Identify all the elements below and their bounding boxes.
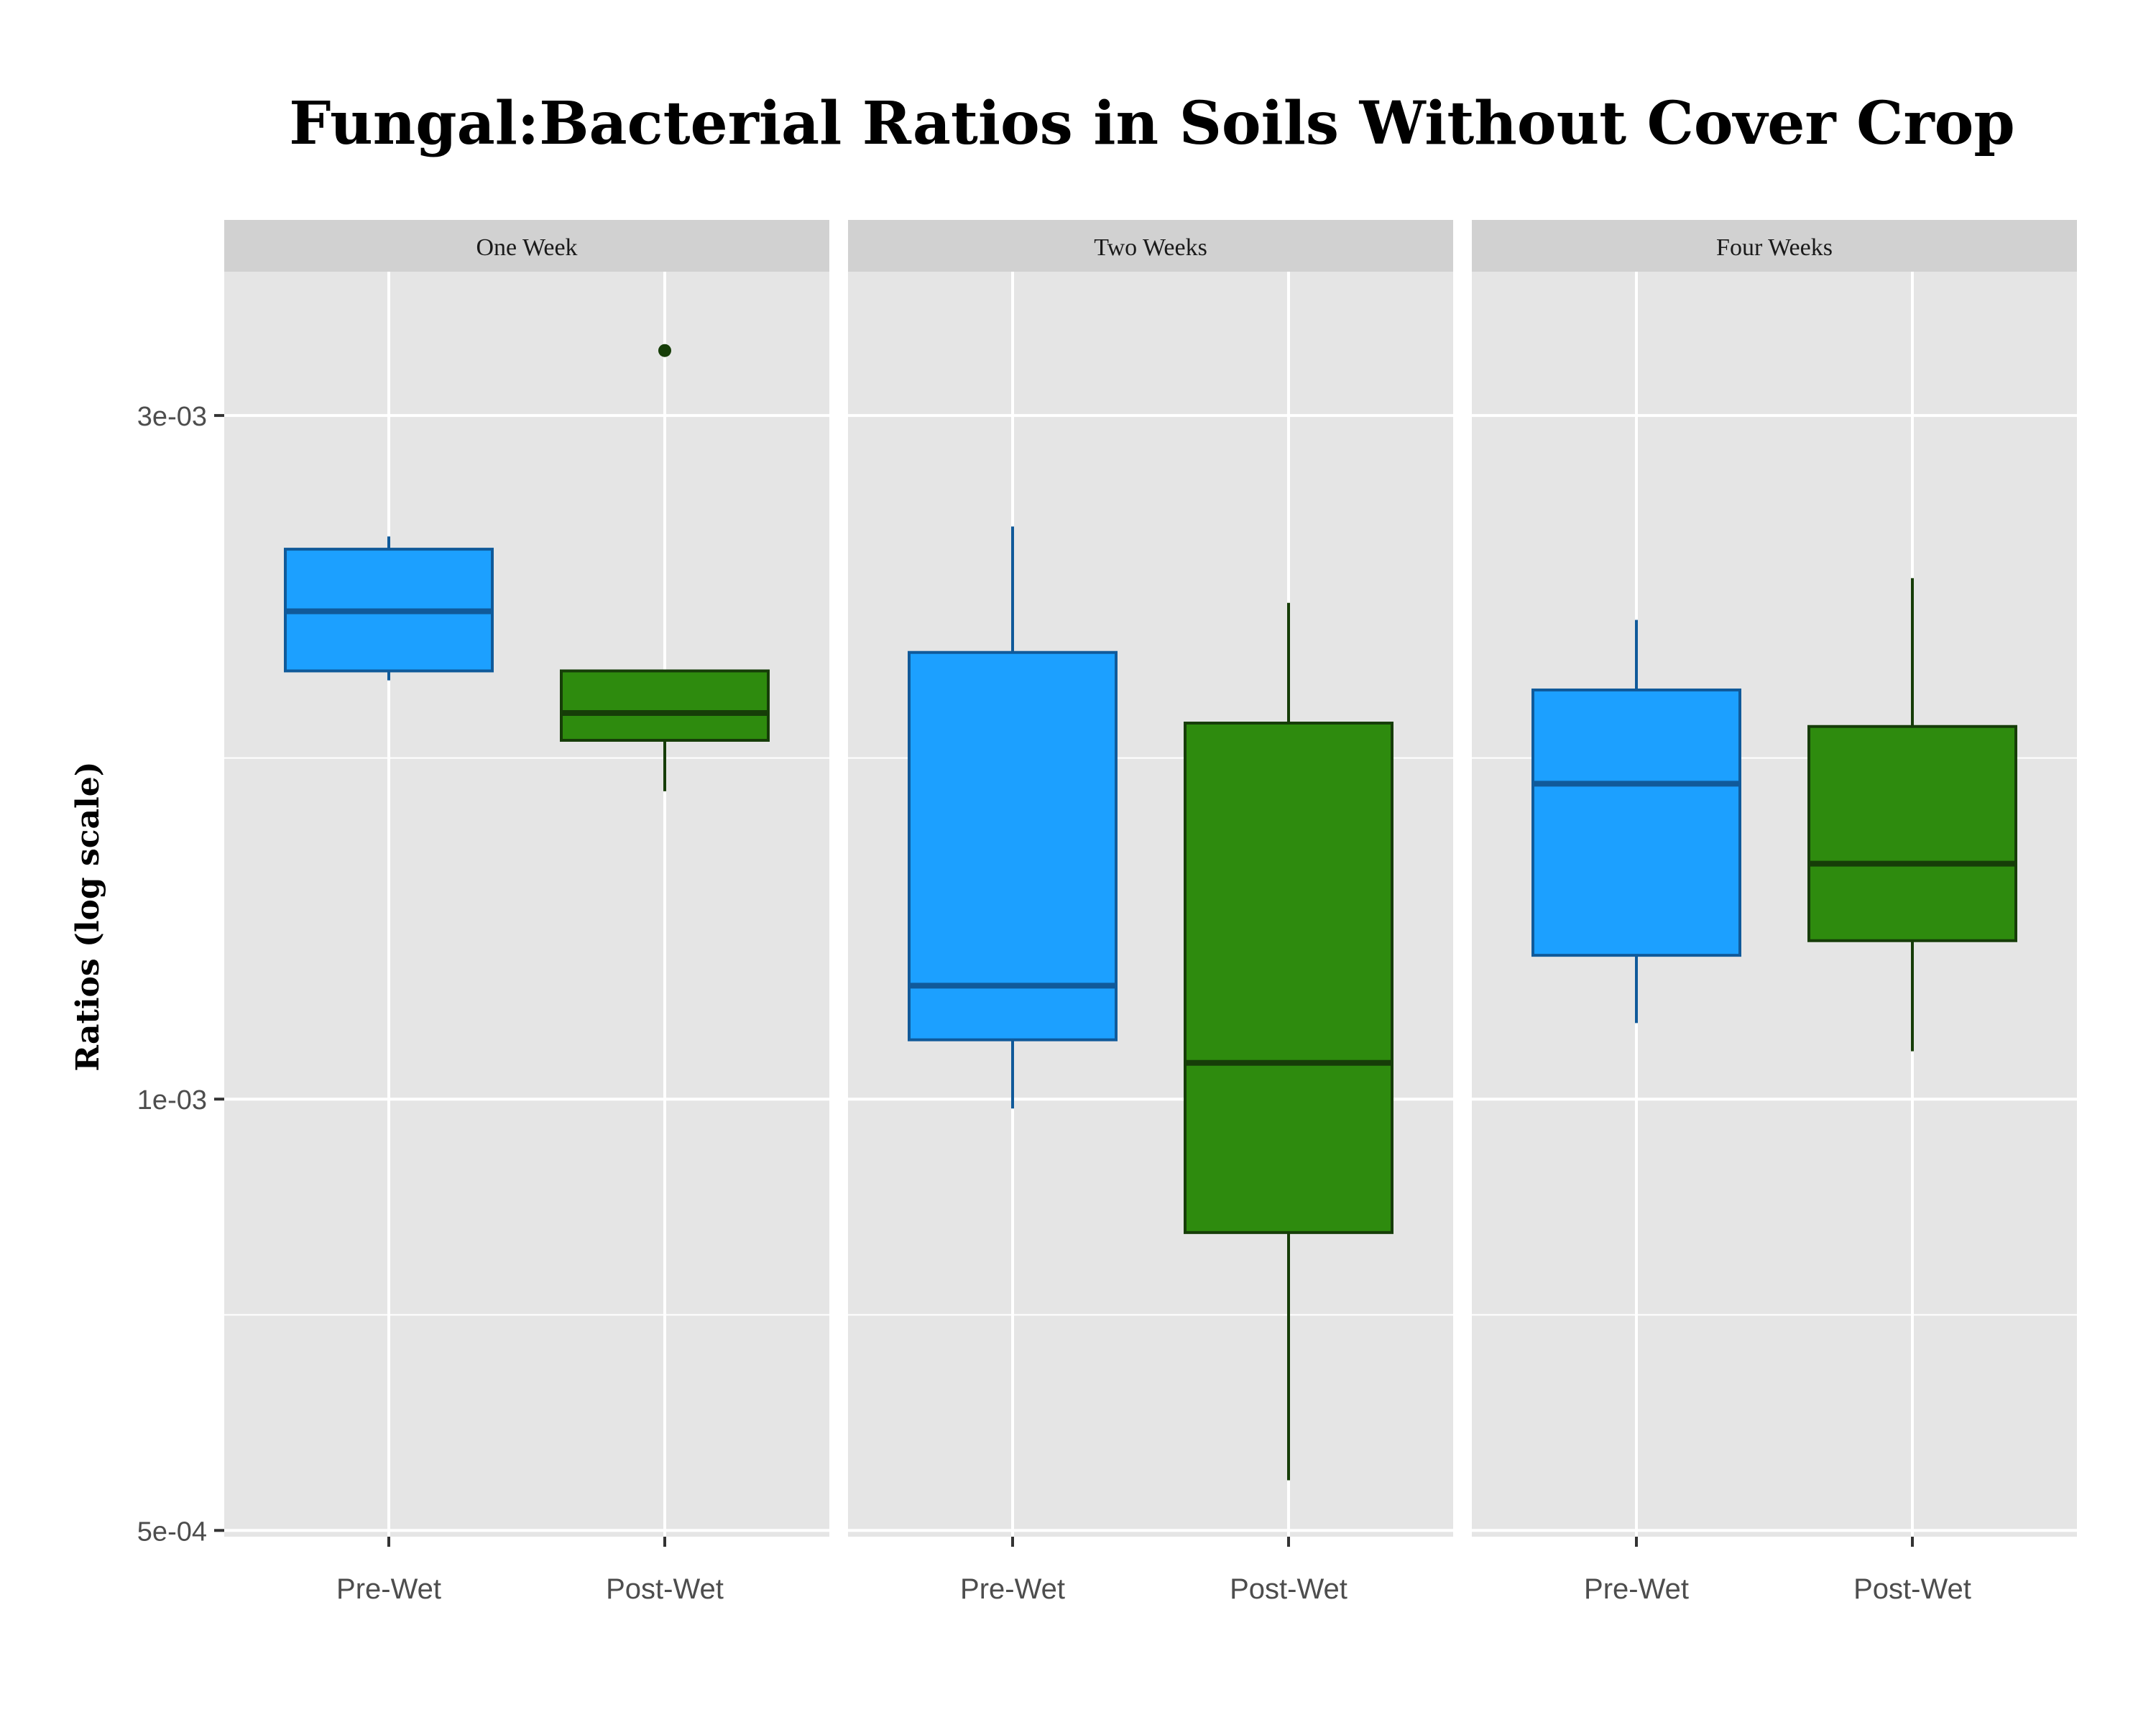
facet-strip-label: One Week — [476, 234, 577, 261]
y-axis-title: Ratios (log scale) — [70, 761, 106, 1071]
outlier-point — [658, 344, 671, 357]
y-tick-label: 3e-03 — [137, 402, 207, 432]
x-tick-label: Pre-Wet — [336, 1573, 441, 1605]
panel-four-weeks: Four Weeks Pre-Wet Post-Wet — [1472, 220, 2077, 1605]
facet-strip — [1472, 220, 2077, 272]
x-tick-label: Pre-Wet — [960, 1573, 1065, 1605]
x-tick-label: Post-Wet — [1853, 1573, 1971, 1605]
box-pre-wet — [908, 526, 1118, 1109]
box-iqr — [1184, 722, 1393, 1234]
panel-one-week: One Week Pre-Wet Post-Wet — [224, 220, 829, 1605]
box-iqr — [1531, 688, 1741, 957]
y-axis: 5e-04 1e-03 3e-03 — [137, 402, 224, 1547]
facet-strip — [224, 220, 829, 272]
box-iqr — [1807, 724, 2017, 942]
x-tick-label: Post-Wet — [1230, 1573, 1348, 1605]
box-iqr — [560, 669, 770, 742]
chart-title: Fungal:Bacterial Ratios in Soils Without… — [289, 89, 2014, 158]
box-iqr — [908, 650, 1118, 1041]
facet-strip-label: Four Weeks — [1716, 234, 1833, 261]
box-pre-wet — [284, 536, 494, 681]
x-tick-label: Pre-Wet — [1584, 1573, 1689, 1605]
y-tick-label: 1e-03 — [137, 1085, 207, 1116]
facet-strip-label: Two Weeks — [1094, 234, 1207, 261]
box-pre-wet — [1531, 620, 1741, 1024]
y-tick-label: 5e-04 — [137, 1517, 207, 1547]
box-post-wet — [1807, 578, 2017, 1052]
panel-background — [224, 272, 829, 1537]
box-post-wet — [560, 344, 770, 791]
x-tick-label: Post-Wet — [606, 1573, 724, 1605]
panel-two-weeks: Two Weeks Pre-Wet Post-Wet — [848, 220, 1453, 1605]
facet-panels: One Week Pre-Wet Post-Wet Two Weeks Pre-Wet P… — [224, 220, 2077, 1605]
box-post-wet — [1184, 602, 1393, 1481]
facet-strip — [848, 220, 1453, 272]
